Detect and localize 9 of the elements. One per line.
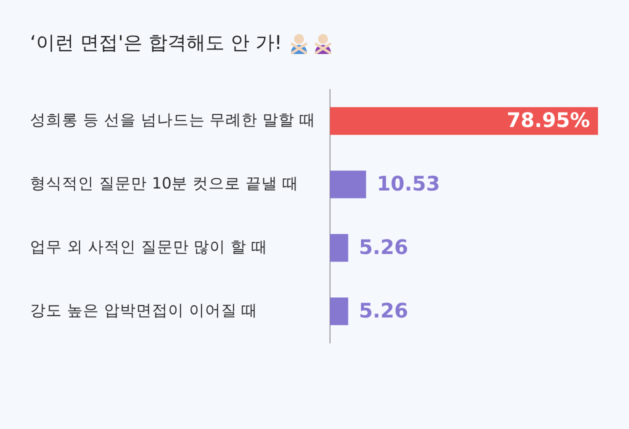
y-tick-label: 강도 높은 압박면접이 이어질 때: [30, 301, 258, 320]
text: ‘이런 면접'은 합격해도 안 가!: [30, 31, 282, 56]
data-label: 78.95%: [506, 108, 590, 132]
data-label: 5.26: [358, 235, 408, 260]
data-label: 10.53: [376, 172, 440, 196]
y-tick-label: 업무 외 사적인 질문만 많이 할 때: [30, 238, 268, 256]
data-label: 5.26: [358, 298, 408, 322]
y-tick-label: 형식적인 질문만 10분 컷으로 끝낼 때: [30, 174, 298, 192]
y-tick-label: 성희롱 등 선을 넘나드는 무례한 말할 때: [30, 111, 316, 130]
